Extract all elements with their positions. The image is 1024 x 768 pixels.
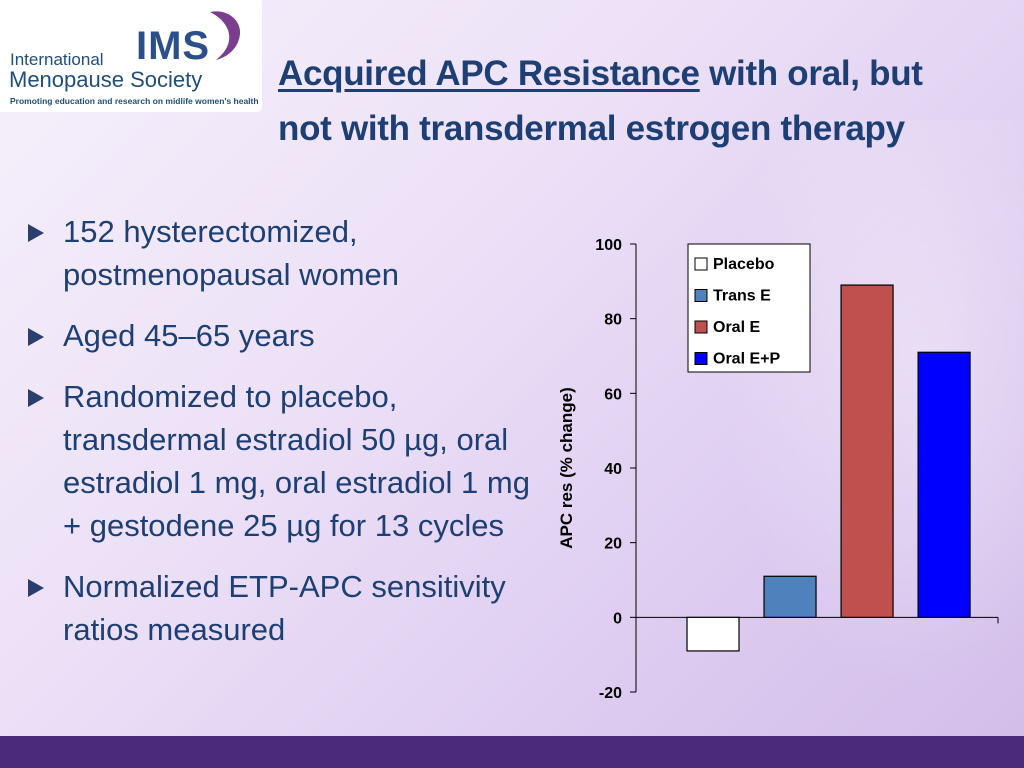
y-tick-label: 20 [604,536,622,553]
bullet-text: Normalized ETP-APC sensitivity ratios me… [63,569,506,647]
legend-swatch [694,289,708,302]
bullet-item: Randomized to placebo, transdermal estra… [26,375,536,547]
y-tick-label: 60 [604,386,622,403]
title-underlined: Acquired APC Resistance [278,54,700,93]
bullet-item: 152 hysterectomized, postmenopausal wome… [26,210,536,296]
logo-background [0,0,262,112]
y-tick-label: 100 [595,237,622,254]
logo-tagline: Promoting education and research on midl… [10,96,259,106]
bar-placebo [686,616,740,652]
bar-oral-e-p [917,351,971,618]
footer-bar [0,736,1024,768]
legend-label: Trans E [713,288,771,305]
bullet-arrow-icon [28,224,44,242]
title-rest-line1: with oral, but [699,54,923,93]
legend-swatch [694,257,708,271]
legend-label: Oral E [713,319,760,336]
y-axis-label: APC res (% change) [557,387,576,549]
bullet-arrow-icon [28,389,44,407]
logo-ims-text: IMS [136,24,211,68]
bullet-arrow-icon [28,579,44,597]
bullet-item: Aged 45–65 years [26,314,536,357]
bullet-item: Normalized ETP-APC sensitivity ratios me… [26,565,536,651]
y-tick-label: -20 [599,685,622,702]
legend-swatch [694,352,708,365]
bullet-text: 152 hysterectomized, postmenopausal wome… [63,214,400,292]
slide-title: Acquired APC Resistance with oral, but n… [278,46,1014,156]
y-tick-label: 80 [604,312,622,329]
bullet-text: Randomized to placebo, transdermal estra… [63,379,530,543]
ims-logo: IMS International Menopause Society Prom… [0,0,262,112]
legend-label: Oral E+P [713,351,780,368]
y-tick-label: 40 [604,461,622,478]
bullet-text: Aged 45–65 years [63,318,315,353]
legend-box [687,243,811,373]
legend-swatch [694,320,708,334]
apc-bar-chart: 100 80 60 40 20 0 -20 APC res (% change) Placebo… [557,237,999,702]
logo-line-society: Menopause Society [9,67,203,92]
bar-trans-e [763,575,817,618]
bar-oral-e [840,284,894,618]
title-line2: not with transdermal estrogen therapy [278,109,905,148]
logo-swoosh-icon [210,11,241,61]
legend-label: Placebo [713,256,775,273]
logo-line-international: International [10,50,104,69]
bullet-arrow-icon [28,328,44,346]
y-tick-label: 0 [613,610,622,627]
bullet-list: 152 hysterectomized, postmenopausal wome… [26,210,536,669]
